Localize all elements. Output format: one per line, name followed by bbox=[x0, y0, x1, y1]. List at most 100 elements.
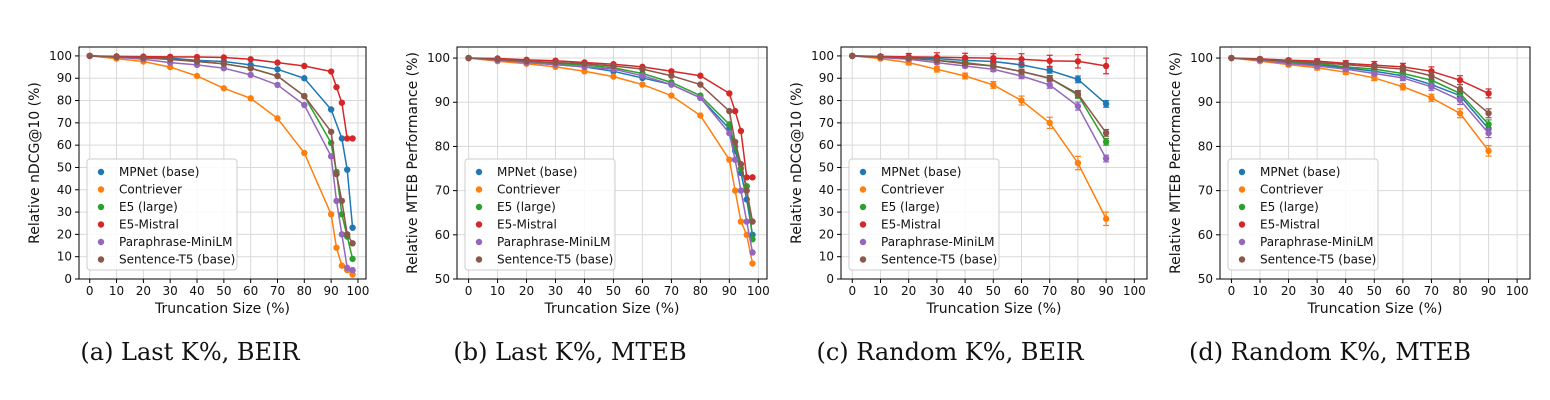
legend-label: Contriever bbox=[119, 183, 182, 197]
legend-marker bbox=[475, 238, 483, 246]
data-point bbox=[639, 81, 646, 88]
data-point bbox=[552, 59, 559, 66]
legend-label: Contriever bbox=[497, 183, 560, 197]
y-tick-label: 30 bbox=[819, 205, 834, 219]
data-point bbox=[1456, 96, 1464, 104]
y-tick-label: 100 bbox=[811, 49, 834, 63]
data-point bbox=[905, 54, 912, 62]
data-point bbox=[1399, 74, 1407, 82]
data-point bbox=[581, 68, 588, 75]
data-point bbox=[247, 95, 254, 102]
y-tick-label: 100 bbox=[1190, 51, 1213, 65]
data-point bbox=[333, 197, 340, 205]
x-tick-label: 70 bbox=[664, 284, 679, 298]
x-tick-label: 100 bbox=[747, 284, 770, 298]
data-point bbox=[668, 81, 675, 88]
data-point bbox=[1399, 83, 1407, 90]
y-axis-label: Relative nDCG@10 (%) bbox=[789, 82, 805, 244]
series-line-5 bbox=[468, 57, 754, 253]
data-point bbox=[327, 68, 335, 75]
data-point bbox=[465, 54, 472, 62]
data-point bbox=[220, 85, 228, 92]
x-tick-label: 20 bbox=[519, 284, 534, 298]
data-point bbox=[961, 72, 969, 80]
data-point bbox=[166, 56, 174, 63]
data-point bbox=[1428, 83, 1435, 90]
series-line-2 bbox=[468, 57, 754, 264]
legend-label: E5-Mistral bbox=[119, 218, 179, 232]
data-point bbox=[1074, 90, 1082, 98]
data-point bbox=[1074, 102, 1082, 110]
data-point bbox=[737, 187, 745, 194]
series-line-6 bbox=[852, 55, 1107, 134]
data-point bbox=[1046, 119, 1053, 127]
y-tick-label: 90 bbox=[1198, 95, 1213, 109]
legend-label: Sentence-T5 (base) bbox=[881, 253, 997, 267]
data-point bbox=[1074, 58, 1082, 65]
caption-a: (a) Last K%, BEIR bbox=[80, 338, 300, 366]
data-point bbox=[1342, 65, 1349, 73]
data-point bbox=[327, 106, 335, 113]
data-point bbox=[1228, 54, 1235, 62]
data-point bbox=[193, 72, 201, 80]
data-point bbox=[933, 66, 941, 73]
data-point bbox=[1371, 63, 1378, 71]
y-tick-label: 40 bbox=[57, 183, 72, 197]
x-tick-label: 50 bbox=[606, 284, 621, 298]
x-tick-label: 0 bbox=[848, 284, 856, 298]
data-point bbox=[523, 57, 530, 65]
data-point bbox=[1485, 110, 1492, 117]
data-point bbox=[301, 149, 308, 157]
data-point bbox=[697, 94, 704, 102]
data-point bbox=[1428, 94, 1435, 102]
y-tick-label: 60 bbox=[435, 228, 450, 242]
data-point bbox=[1102, 155, 1110, 162]
x-tick-label: 20 bbox=[901, 284, 916, 298]
series-line-2 bbox=[1231, 57, 1490, 152]
panel-c: 0 10 20 30 40 50 60 70 80 90 100 0 10 20 30 40 50 60 70 80 9… bbox=[760, 0, 1148, 400]
data-point bbox=[737, 160, 745, 168]
data-point bbox=[737, 127, 745, 135]
data-point bbox=[338, 135, 346, 142]
legend-label: E5 (large) bbox=[881, 200, 940, 214]
data-point bbox=[1371, 74, 1378, 82]
data-point bbox=[749, 249, 756, 256]
data-point bbox=[1428, 68, 1435, 75]
data-point bbox=[274, 72, 281, 80]
data-point bbox=[1102, 215, 1110, 222]
legend-label: Sentence-T5 (base) bbox=[119, 253, 235, 267]
data-point bbox=[220, 54, 228, 61]
legend-label: E5-Mistral bbox=[1260, 218, 1320, 232]
data-point bbox=[697, 112, 704, 119]
data-point bbox=[1285, 57, 1292, 65]
data-point bbox=[494, 56, 501, 63]
x-tick-label: 10 bbox=[109, 284, 124, 298]
data-point bbox=[1485, 147, 1492, 155]
legend-label: E5 (large) bbox=[497, 200, 556, 214]
y-axis-label: Relative MTEB Performance (%) bbox=[405, 52, 421, 274]
legend-marker bbox=[475, 168, 483, 176]
panel-a: 0 10 20 30 40 50 60 70 80 90 100 0 10 20 30 40 50 60 70 80 9… bbox=[0, 0, 380, 400]
data-point bbox=[1018, 68, 1025, 75]
x-tick-label: 60 bbox=[1395, 284, 1410, 298]
data-point bbox=[610, 73, 617, 80]
data-point bbox=[344, 166, 351, 173]
data-point bbox=[247, 64, 254, 72]
x-tick-label: 30 bbox=[929, 284, 944, 298]
data-point bbox=[877, 53, 884, 61]
data-point bbox=[333, 83, 340, 91]
data-point bbox=[301, 75, 308, 82]
legend-marker bbox=[859, 186, 867, 193]
legend-label: E5 (large) bbox=[119, 200, 178, 214]
data-point bbox=[301, 62, 308, 70]
data-point bbox=[338, 231, 346, 238]
y-tick-label: 60 bbox=[1198, 228, 1213, 242]
legend-label: Paraphrase-MiniLM bbox=[1260, 235, 1373, 249]
data-point bbox=[726, 90, 733, 97]
legend-marker bbox=[97, 186, 105, 193]
chart-last-k-mteb: 0 10 20 30 40 50 60 70 80 90 100 50 60 70 80 90 100 Trunc… bbox=[405, 46, 770, 317]
data-point bbox=[1074, 159, 1082, 167]
legend-marker bbox=[859, 203, 867, 211]
legend-label: E5-Mistral bbox=[497, 218, 557, 232]
data-point bbox=[743, 174, 750, 181]
